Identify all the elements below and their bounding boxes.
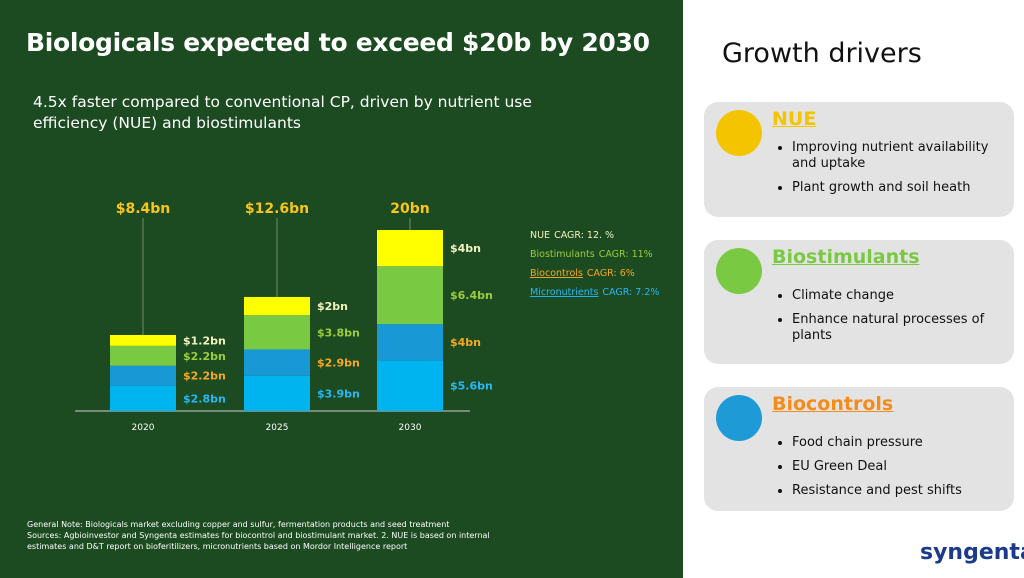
bar-segment (244, 296, 310, 316)
x-tick-label: 2020 (132, 423, 155, 433)
legend-cagr: CAGR: 12. % (554, 230, 614, 241)
x-tick-label: 2030 (399, 423, 422, 433)
value-label: $5.6bn (450, 380, 493, 393)
chart: $2.8bn $2.2bn $2.2bn $1.2bn $8.4bn 2020 $3.9bn… (75, 201, 659, 433)
total-label: 20bn (390, 201, 429, 217)
bar-segment (110, 345, 176, 366)
value-label: $6.4bn (450, 289, 493, 302)
value-label: $4bn (450, 242, 481, 255)
legend-entry: Biocontrols CAGR: 6% (530, 268, 635, 279)
driver-title: Biocontrols (772, 393, 894, 415)
left-panel (0, 0, 683, 578)
legend-entry: Biostimulants CAGR: 11% (530, 249, 653, 260)
value-label: $2.2bn (183, 350, 226, 363)
bullet: Improving nutrient availability and upta… (792, 140, 1012, 172)
driver-title: Biostimulants (772, 246, 920, 268)
value-label: $2.8bn (183, 392, 226, 405)
legend-name: NUE (530, 230, 550, 241)
bullet-list: Climate change Enhance natural processes … (774, 288, 1012, 352)
bar-segment (244, 349, 310, 376)
value-label: $2.9bn (317, 357, 360, 370)
value-label: $2bn (317, 300, 348, 313)
legend-name: Micronutrients (530, 287, 598, 298)
note-line: estimates and D&T report on bioferitiliz… (27, 542, 408, 551)
bullet: Food chain pressure (792, 435, 1012, 451)
total-label: $12.6bn (245, 201, 309, 217)
bar-segment (244, 375, 310, 411)
drivers-title: Growth drivers (722, 38, 922, 69)
bullet: EU Green Deal (792, 459, 1012, 475)
bar-segment (244, 315, 310, 350)
value-label: $1.2bn (183, 334, 226, 347)
driver-card: Biocontrols Food chain pressure EU Green D… (704, 387, 1014, 511)
note-line: General Note: Biologicals market excludi… (27, 520, 450, 529)
value-label: $3.8bn (317, 326, 360, 339)
bullet: Plant growth and soil heath (792, 180, 1012, 196)
legend-entry: Micronutrients CAGR: 7.2% (530, 287, 659, 298)
driver-card: Biostimulants Climate change Enhance natur… (704, 240, 1014, 364)
bar-segment (110, 385, 176, 411)
driver-card: NUE Improving nutrient availability and u… (704, 102, 1014, 217)
legend-name: Biostimulants (530, 249, 595, 260)
note-line: Sources: Agbioinvestor and Syngenta esti… (27, 531, 490, 540)
legend-name: Biocontrols (530, 268, 583, 279)
bar-segment (377, 360, 443, 411)
subtitle: 4.5x faster compared to conventional CP,… (33, 93, 532, 132)
logo: syngenta (920, 540, 1024, 565)
bullet-list: Improving nutrient availability and upta… (774, 140, 1012, 204)
bullet-list: Food chain pressure EU Green Deal Resistan… (774, 435, 1012, 507)
bullet: Climate change (792, 288, 1012, 304)
title: Biologicals expected to exceed $20b by 2… (26, 28, 650, 57)
legend-cagr: CAGR: 6% (587, 268, 635, 279)
driver-icon (716, 110, 762, 156)
legend-entry: NUE CAGR: 12. % (530, 230, 614, 241)
bar-segment (377, 230, 443, 267)
driver-icon (716, 248, 762, 294)
bullet: Resistance and pest shifts (792, 483, 1012, 499)
driver-icon (716, 395, 762, 441)
driver-title: NUE (772, 108, 817, 130)
legend-cagr: CAGR: 11% (599, 249, 653, 260)
x-tick-label: 2025 (266, 423, 289, 433)
bullet: Enhance natural processes of plants (792, 312, 1012, 344)
value-label: $2.2bn (183, 370, 226, 383)
total-label: $8.4bn (116, 201, 171, 217)
value-label: $4bn (450, 336, 481, 349)
bar-segment (110, 334, 176, 346)
bar-segment (377, 266, 443, 325)
value-label: $3.9bn (317, 387, 360, 400)
bar-segment (377, 324, 443, 361)
notes: General Note: Biologicals market excludi… (27, 519, 490, 552)
bar-segment (110, 365, 176, 386)
legend-cagr: CAGR: 7.2% (602, 287, 659, 298)
